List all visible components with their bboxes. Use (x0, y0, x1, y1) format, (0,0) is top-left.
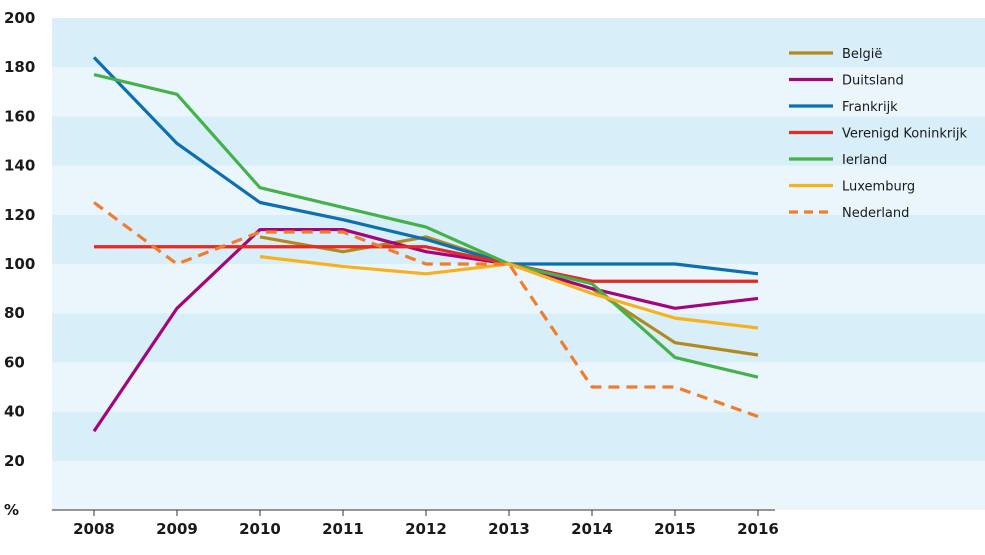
y-tick-label: % (4, 501, 19, 519)
legend-label: Ierland (842, 153, 887, 168)
y-tick-label: 160 (4, 107, 35, 125)
legend-label: Luxemburg (842, 180, 915, 195)
grid-band (52, 460, 985, 510)
y-tick-label: 200 (4, 9, 35, 27)
grid-band (52, 313, 985, 363)
series-line-luxemburg (259, 255, 759, 330)
grid-band (52, 411, 985, 461)
x-tick-label: 2008 (73, 520, 115, 538)
y-tick-label: 80 (4, 304, 25, 322)
x-tick-label: 2012 (405, 520, 447, 538)
x-axis-ticks: 2008 2009 2010 2011 2012 2013 2014 2015 2016 (73, 510, 779, 538)
y-tick-label: 140 (4, 157, 35, 175)
y-tick-label: 60 (4, 353, 25, 371)
series-line-duitsland (92, 227, 759, 433)
grid-bands (52, 18, 985, 510)
y-tick-label: 120 (4, 206, 35, 224)
legend-label: Verenigd Koninkrijk (842, 127, 967, 142)
grid-band (52, 362, 985, 412)
x-tick-label: 2009 (156, 520, 198, 538)
legend: België Duitsland Frankrijk Verenigd Koninkr… (789, 47, 967, 221)
grid-band (52, 67, 985, 117)
series-line-ierland (93, 73, 759, 379)
x-tick-label: 2010 (239, 520, 281, 538)
grid-band (52, 18, 985, 68)
series-line-frankrijk (92, 56, 759, 276)
legend-label: Duitsland (842, 74, 904, 89)
x-tick-label: 2016 (737, 520, 779, 538)
grid-band (52, 165, 985, 215)
y-tick-label: 180 (4, 58, 35, 76)
y-axis-ticks: % 20 40 60 80 100 120 140 160 180 200 (4, 9, 35, 519)
grid-band (52, 214, 985, 264)
x-tick-label: 2015 (654, 520, 696, 538)
x-tick-label: 2011 (322, 520, 364, 538)
series-line-nederland (93, 201, 759, 419)
legend-label: België (842, 47, 882, 62)
series-lines (92, 56, 759, 433)
series-line-verenigd-koninkrijk (94, 245, 758, 283)
y-tick-label: 100 (4, 255, 35, 273)
legend-label: Nederland (842, 206, 909, 221)
y-tick-label: 40 (4, 403, 25, 421)
x-tick-label: 2013 (488, 520, 530, 538)
legend-label: Frankrijk (842, 100, 898, 115)
x-tick-label: 2014 (571, 520, 613, 538)
y-tick-label: 20 (4, 452, 25, 470)
grid-band (52, 264, 985, 314)
